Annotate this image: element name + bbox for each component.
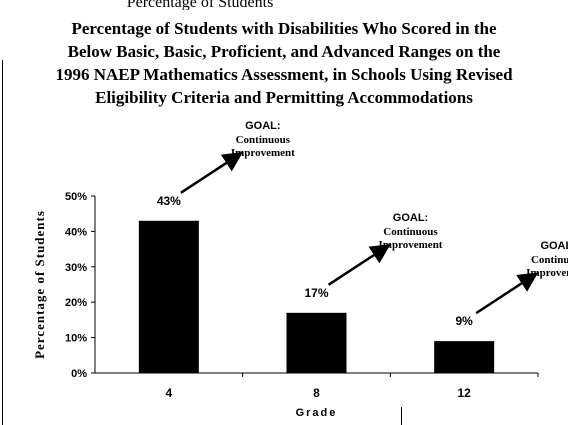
data-label: 43% (157, 194, 181, 208)
data-label: 17% (304, 286, 328, 300)
bar-grade-12 (434, 341, 495, 373)
goal-label: GOAL: (540, 240, 568, 252)
chart-title-line-4: Eligibility Criteria and Permitting Acco… (95, 88, 473, 107)
goal-text-line: Improvement (526, 267, 568, 279)
chart-title-line-1: Percentage of Students with Disabilities… (71, 19, 497, 38)
cropped-heading: Percentage of Students (126, 0, 274, 10)
x-tick-label: 12 (457, 386, 471, 400)
goal-arrow (475, 272, 539, 315)
frame-left-border (2, 60, 3, 425)
goal-text-line: Continuous (236, 134, 291, 146)
y-tick-label: 20% (65, 297, 87, 309)
goal-text-line: Improvement (231, 147, 295, 159)
chart-title-line-2: Below Basic, Basic, Proficient, and Adva… (67, 42, 501, 61)
data-label: 9% (455, 314, 473, 328)
bar-grade-8 (286, 312, 347, 373)
x-tick-label: 8 (313, 386, 320, 400)
y-tick-label: 0% (71, 368, 87, 380)
bar-grade-4 (138, 220, 199, 373)
y-tick-label: 50% (65, 191, 87, 203)
goal-label: GOAL: (393, 212, 428, 224)
goal-text-line: Continuous (383, 226, 438, 238)
y-tick-label: 30% (65, 262, 87, 274)
goal-arrow (327, 244, 391, 286)
frame-bottom-mark (401, 407, 402, 425)
y-axis-label: Percentage of Students (32, 210, 47, 359)
goal-arrow (180, 152, 244, 194)
y-tick-label: 10% (65, 333, 87, 345)
chart-title-line-3: 1996 NAEP Mathematics Assessment, in Sch… (55, 65, 513, 84)
y-tick-label: 40% (65, 226, 87, 238)
goal-label: GOAL: (245, 120, 280, 132)
chart-title: Percentage of Students with Disabilities… (0, 17, 568, 109)
goal-text-line: Improvement (379, 239, 443, 251)
x-axis-label: Grade (296, 407, 338, 419)
goal-text-line: Continuous (531, 254, 568, 266)
x-tick-label: 4 (165, 386, 172, 400)
